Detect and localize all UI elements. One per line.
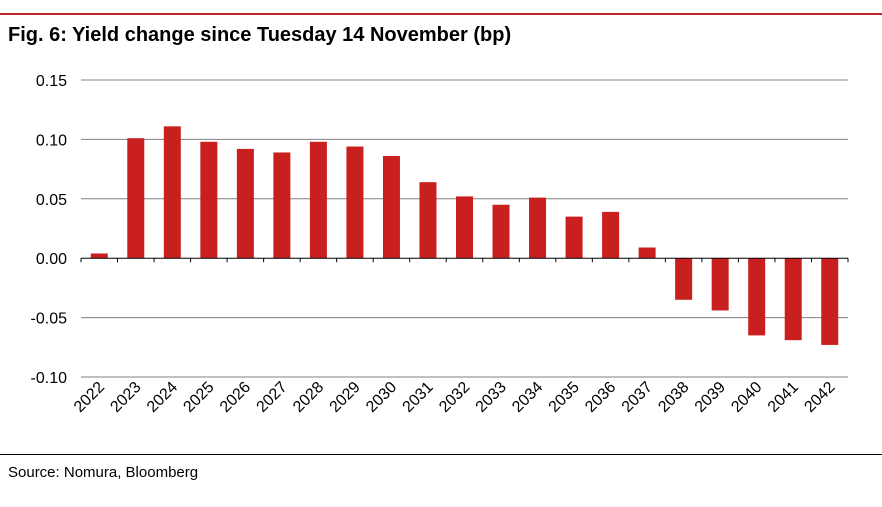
bar-2026 <box>236 148 254 259</box>
bar-2036 <box>602 211 620 259</box>
x-tick-label: 2034 <box>509 379 546 416</box>
bar-2023 <box>127 138 145 259</box>
bar-2034 <box>529 197 547 259</box>
bar-2033 <box>492 204 510 259</box>
figure-title: Fig. 6: Yield change since Tuesday 14 No… <box>8 24 512 46</box>
bar-chart: -0.10-0.050.000.050.100.15 2022 2023 2024 2… <box>31 73 849 416</box>
x-axis <box>80 257 849 263</box>
bar-2029 <box>346 146 364 259</box>
bar-2041 <box>784 258 802 341</box>
x-axis-ticks: 2022 2023 2024 2025 2026 2027 2028 2029 2030 2031… <box>71 379 839 416</box>
y-tick-label: -0.05 <box>31 311 68 328</box>
bar-2040 <box>748 258 766 336</box>
x-tick-label: 2042 <box>801 379 838 416</box>
bar-2038 <box>675 258 693 300</box>
x-tick-label: 2025 <box>180 379 217 416</box>
x-tick-label: 2029 <box>327 379 364 416</box>
x-tick-label: 2038 <box>655 379 692 416</box>
x-tick-label: 2022 <box>71 379 108 416</box>
y-tick-label: -0.10 <box>31 370 68 387</box>
y-tick-label: 0.10 <box>36 132 67 149</box>
bar-2035 <box>565 216 583 259</box>
y-tick-label: 0.00 <box>36 251 67 268</box>
x-tick-label: 2033 <box>473 379 510 416</box>
x-tick-label: 2024 <box>144 379 181 416</box>
bar-2022 <box>90 253 108 259</box>
bar-2024 <box>163 126 181 259</box>
x-tick-label: 2040 <box>728 379 765 416</box>
bar-2037 <box>638 247 656 259</box>
x-tick-label: 2023 <box>107 379 144 416</box>
bar-2039 <box>711 258 729 311</box>
bar-2025 <box>200 141 218 259</box>
x-tick-label: 2032 <box>436 379 473 416</box>
x-tick-label: 2027 <box>254 379 291 416</box>
x-tick-label: 2031 <box>400 379 437 416</box>
source-note: Source: Nomura, Bloomberg <box>8 464 199 481</box>
bar-2031 <box>419 182 437 259</box>
x-tick-label: 2035 <box>546 379 583 416</box>
bar-2030 <box>382 156 400 259</box>
bar-2028 <box>309 141 327 259</box>
y-tick-label: 0.15 <box>36 73 67 90</box>
x-tick-label: 2036 <box>582 379 619 416</box>
x-tick-label: 2028 <box>290 379 327 416</box>
top-rule <box>0 13 882 15</box>
x-tick-label: 2026 <box>217 379 254 416</box>
x-tick-label: 2041 <box>765 379 802 416</box>
y-axis-ticks: -0.10 -0.05 0.00 0.05 0.10 0.15 <box>31 73 68 387</box>
y-tick-label: 0.05 <box>36 192 67 209</box>
bar-2042 <box>821 258 839 345</box>
bar-2032 <box>456 196 473 259</box>
bottom-rule <box>0 454 882 455</box>
x-tick-label: 2039 <box>692 379 729 416</box>
x-tick-label: 2037 <box>619 379 656 416</box>
bars <box>90 126 839 345</box>
x-tick-label: 2030 <box>363 379 400 416</box>
bar-2027 <box>273 152 291 259</box>
